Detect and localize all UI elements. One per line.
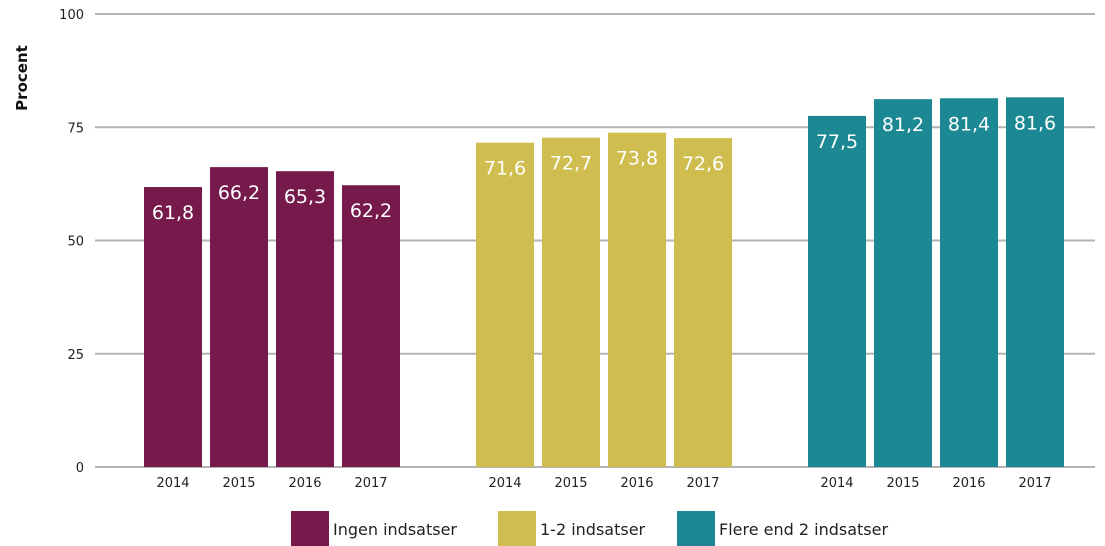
- bar-value-label: 72,7: [550, 153, 592, 175]
- x-tick-label: 2015: [886, 476, 919, 491]
- y-tick-label: 100: [59, 8, 84, 23]
- x-tick-label: 2016: [620, 476, 653, 491]
- legend-swatch: [498, 511, 536, 546]
- bar: [1006, 97, 1064, 468]
- bar-value-label: 81,6: [1014, 112, 1056, 134]
- y-tick-label: 25: [67, 348, 84, 363]
- bar-value-label: 71,6: [484, 158, 526, 180]
- bars: 61,8 66,2 65,3 62,2 71,6 72,7 73,8 72,6 77,5 81,2…: [144, 97, 1064, 468]
- x-tick-label: 2014: [488, 476, 521, 491]
- bar: [608, 132, 666, 467]
- bar: [144, 187, 202, 467]
- bar: [940, 98, 998, 468]
- legend: Ingen indsatser 1-2 indsatser Flere end 2 …: [291, 511, 888, 546]
- bar: [276, 171, 334, 468]
- bar-value-label: 72,6: [682, 153, 724, 175]
- bar-value-label: 61,8: [152, 202, 194, 224]
- legend-label: Flere end 2 indsatser: [719, 520, 888, 539]
- y-tick-label: 75: [67, 121, 84, 136]
- x-axis-labels: 2014 2015 2016 2017 2014 2015 2016 2017 2014 2015…: [156, 476, 1051, 491]
- x-tick-label: 2014: [156, 476, 189, 491]
- bar: [542, 137, 600, 467]
- bar: [210, 167, 268, 467]
- y-tick-label: 50: [67, 235, 84, 250]
- bar: [476, 142, 534, 468]
- x-tick-label: 2017: [354, 476, 387, 491]
- x-tick-label: 2015: [222, 476, 255, 491]
- legend-label: Ingen indsatser: [333, 520, 457, 539]
- x-tick-label: 2017: [1018, 476, 1051, 491]
- bar-value-label: 62,2: [350, 200, 392, 222]
- bar-value-label: 65,3: [284, 186, 326, 208]
- legend-label: 1-2 indsatser: [540, 520, 646, 539]
- x-tick-label: 2017: [686, 476, 719, 491]
- bar-value-label: 81,2: [882, 114, 924, 136]
- legend-swatch: [677, 511, 715, 546]
- legend-swatch: [291, 511, 329, 546]
- bar-value-label: 81,4: [948, 113, 990, 135]
- y-axis-label: Procent: [13, 45, 31, 111]
- bar: [874, 99, 932, 467]
- x-tick-label: 2016: [288, 476, 321, 491]
- bar-value-label: 77,5: [816, 131, 858, 153]
- y-tick-label: 0: [76, 461, 84, 476]
- x-tick-label: 2014: [820, 476, 853, 491]
- bar: [342, 185, 400, 467]
- bar: [674, 138, 732, 467]
- bar-value-label: 73,8: [616, 148, 658, 170]
- x-tick-label: 2015: [554, 476, 587, 491]
- y-axis-ticks: 0 25 50 75 100: [59, 8, 84, 476]
- x-tick-label: 2016: [952, 476, 985, 491]
- bar: [808, 115, 866, 468]
- bar-value-label: 66,2: [218, 182, 260, 204]
